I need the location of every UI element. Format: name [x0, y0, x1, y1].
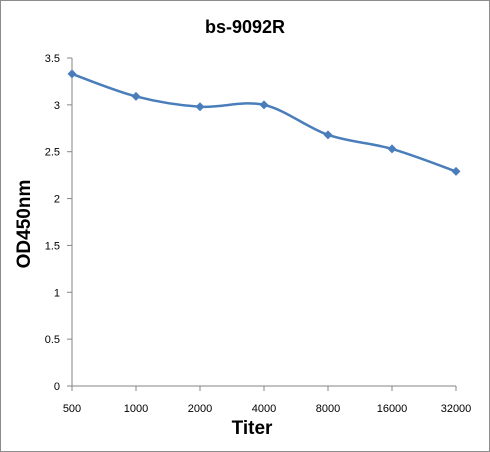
data-point-marker — [451, 166, 461, 176]
y-tick-label: 3 — [54, 100, 60, 112]
x-tick-label: 8000 — [316, 403, 340, 415]
x-axis-title: Titer — [232, 418, 273, 439]
data-point-marker — [131, 91, 141, 101]
x-tick-label: 500 — [63, 403, 81, 415]
series-line — [71, 72, 457, 173]
x-tick-label: 4000 — [252, 403, 276, 415]
y-tick-label: 2.5 — [45, 147, 60, 159]
x-tick-label: 2000 — [188, 403, 212, 415]
chart-title: bs-9092R — [205, 17, 285, 37]
data-point-markers — [67, 69, 461, 176]
x-tick-label: 16000 — [377, 403, 408, 415]
data-point-marker — [387, 144, 397, 154]
data-point-marker — [195, 102, 205, 112]
y-tick-label: 0.5 — [45, 334, 60, 346]
y-tick-label: 2 — [54, 194, 60, 206]
x-axis-ticks: 500 1000 2000 4000 8000 16000 32000 — [63, 386, 471, 415]
data-point-marker — [259, 100, 269, 110]
data-point-marker — [67, 69, 77, 79]
y-axis-ticks: 0 0.5 1 1.5 2 2.5 3 3.5 — [45, 53, 72, 393]
y-tick-label: 1 — [54, 287, 60, 299]
x-tick-label: 32000 — [441, 403, 472, 415]
y-tick-label: 1.5 — [45, 240, 60, 252]
y-tick-label: 3.5 — [45, 53, 60, 65]
y-axis-title: OD450nm — [14, 180, 35, 269]
x-tick-label: 1000 — [124, 403, 148, 415]
y-tick-label: 0 — [54, 381, 60, 393]
data-point-marker — [323, 130, 333, 140]
